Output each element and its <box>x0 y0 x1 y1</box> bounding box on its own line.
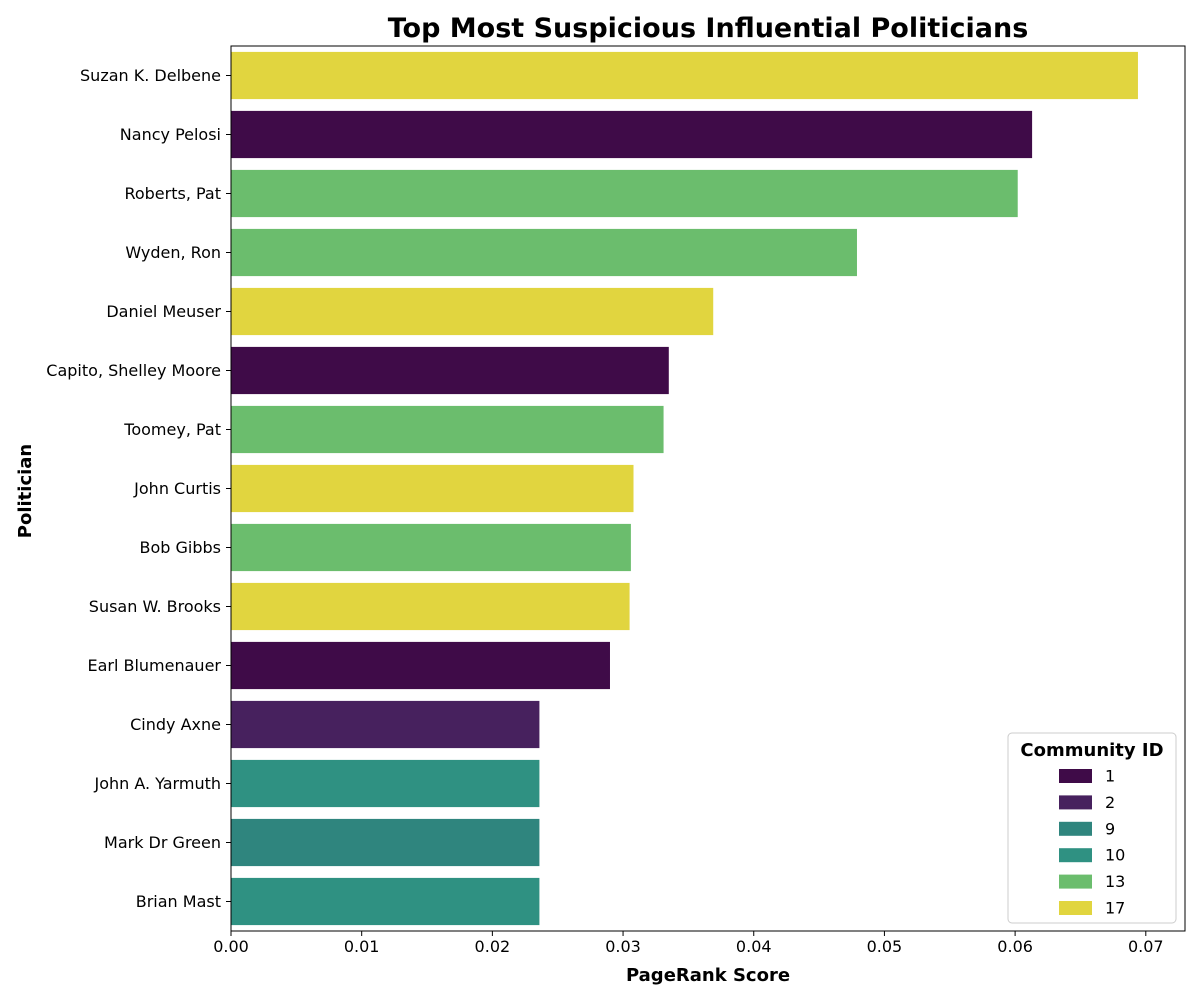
x-tick-label: 0.05 <box>867 937 903 956</box>
bar <box>231 523 631 572</box>
legend-title: Community ID <box>1020 740 1163 761</box>
plot-frame <box>230 45 1186 932</box>
x-tick-label: 0.06 <box>997 937 1033 956</box>
y-tick-label: Wyden, Ron <box>125 243 221 262</box>
y-tick-label: John Curtis <box>133 479 221 498</box>
bar <box>231 582 630 631</box>
y-axis-label: Politician <box>15 444 36 538</box>
legend-swatch <box>1059 821 1092 836</box>
bar <box>231 287 714 336</box>
x-tick-label: 0.00 <box>213 937 249 956</box>
y-tick-label: Daniel Meuser <box>106 302 221 321</box>
bar <box>231 641 610 690</box>
legend-label: 1 <box>1105 767 1115 786</box>
y-tick-label: Cindy Axne <box>130 715 221 734</box>
y-tick-label: Susan W. Brooks <box>89 597 221 616</box>
legend: Community ID 1 2 9 10 13 17 <box>1007 732 1177 924</box>
bar <box>231 51 1138 100</box>
legend-swatch <box>1059 848 1092 863</box>
bars-group <box>231 51 1138 926</box>
legend-items: 1 2 9 10 13 17 <box>1059 767 1125 918</box>
x-tick-label: 0.01 <box>344 937 380 956</box>
x-tick-label: 0.03 <box>605 937 641 956</box>
legend-swatch <box>1059 874 1092 889</box>
x-tick-group: 0.00 0.01 0.02 0.03 0.04 0.05 0.06 0.07 <box>213 931 1164 956</box>
y-tick-label: Roberts, Pat <box>124 184 221 203</box>
y-tick-label: Mark Dr Green <box>104 833 221 852</box>
x-axis-label: PageRank Score <box>626 965 790 986</box>
bar <box>231 700 540 749</box>
bar <box>231 169 1018 218</box>
x-tick-label: 0.07 <box>1128 937 1164 956</box>
legend-label: 2 <box>1105 793 1115 812</box>
y-tick-group: Suzan K. Delbene Nancy Pelosi Roberts, Pat… <box>46 66 231 911</box>
y-tick-label: Suzan K. Delbene <box>80 66 221 85</box>
legend-swatch <box>1059 795 1092 810</box>
legend-label: 17 <box>1105 899 1125 918</box>
y-tick-label: Bob Gibbs <box>140 538 222 557</box>
bar <box>231 110 1033 159</box>
y-tick-label: Nancy Pelosi <box>120 125 221 144</box>
legend-label: 13 <box>1105 872 1125 891</box>
bar <box>231 346 669 395</box>
legend-swatch <box>1059 901 1092 915</box>
bar <box>231 818 540 867</box>
y-tick-label: Earl Blumenauer <box>87 656 221 675</box>
x-tick-label: 0.02 <box>475 937 511 956</box>
legend-swatch <box>1059 769 1092 783</box>
x-tick-label: 0.04 <box>736 937 772 956</box>
bar <box>231 228 857 277</box>
legend-label: 10 <box>1105 846 1125 865</box>
bar <box>231 759 540 808</box>
chart-title: Top Most Suspicious Influential Politici… <box>388 13 1029 44</box>
y-tick-label: Capito, Shelley Moore <box>46 361 221 380</box>
bar <box>231 877 540 926</box>
legend-label: 9 <box>1105 819 1115 838</box>
bar <box>231 405 664 454</box>
bar <box>231 464 634 513</box>
y-tick-label: Toomey, Pat <box>123 420 221 439</box>
y-tick-label: Brian Mast <box>136 892 221 911</box>
y-tick-label: John A. Yarmuth <box>93 774 221 793</box>
